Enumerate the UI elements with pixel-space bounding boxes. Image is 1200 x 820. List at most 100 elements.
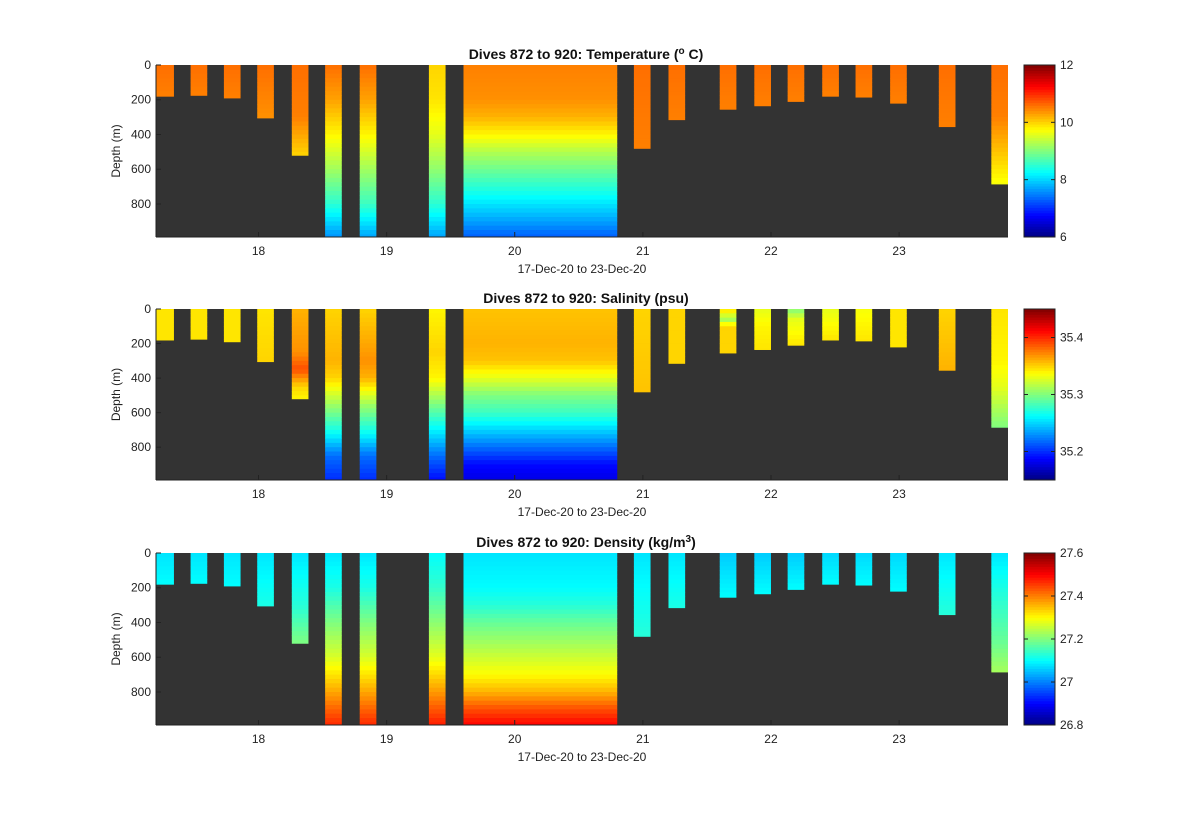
profile-cell xyxy=(463,156,618,161)
profile-cell xyxy=(359,429,377,435)
profile-cell xyxy=(291,317,309,323)
profile-cell xyxy=(463,553,618,558)
profile-cell xyxy=(938,321,956,327)
profile-cell xyxy=(291,112,309,118)
profile-column xyxy=(428,65,446,238)
profile-cell xyxy=(668,561,686,567)
y-axis-label: Depth (m) xyxy=(109,124,123,177)
colorbar: 35.2 35.3 35.4 xyxy=(1023,308,1084,481)
profile-cell xyxy=(359,613,377,619)
profile-column xyxy=(668,65,686,121)
profile-cell xyxy=(291,373,309,379)
colorbar-segment xyxy=(1024,625,1055,629)
profile-cell xyxy=(991,130,1008,135)
profile-cell xyxy=(463,82,618,88)
colorbar-segment xyxy=(1024,684,1055,688)
colorbar-segment xyxy=(1024,234,1055,238)
colorbar-segment xyxy=(1024,145,1055,149)
profile-column xyxy=(787,65,805,102)
profile-cell xyxy=(787,579,805,584)
profile-cell xyxy=(359,230,377,235)
profile-cell xyxy=(325,600,342,606)
profile-cell xyxy=(359,579,377,584)
profile-cell xyxy=(359,386,377,392)
profile-cell xyxy=(359,121,377,127)
profile-cell xyxy=(938,82,956,88)
profile-cell xyxy=(325,596,342,602)
profile-cell xyxy=(938,95,956,101)
profile-cell xyxy=(291,330,309,336)
profile-cell xyxy=(668,360,686,364)
profile-cell xyxy=(787,73,805,79)
colorbar-segment xyxy=(1024,142,1055,147)
profile-cell xyxy=(325,592,342,597)
colorbar-segment xyxy=(1024,655,1055,659)
profile-cell xyxy=(257,360,274,363)
profile-cell xyxy=(787,339,805,344)
profile-cell xyxy=(291,378,309,383)
profile-cell xyxy=(938,125,956,128)
colorbar-segment xyxy=(1024,132,1055,136)
profile-cell xyxy=(463,626,618,632)
profile-cell xyxy=(190,65,208,70)
colorbar-segment xyxy=(1024,327,1055,331)
x-tick-label: 20 xyxy=(508,487,522,501)
profile-cell xyxy=(325,317,342,323)
profile-cell xyxy=(463,412,618,418)
profile-cell xyxy=(325,626,342,632)
profile-cell xyxy=(291,583,309,589)
profile-cell xyxy=(359,330,377,336)
profile-cell xyxy=(325,164,342,170)
profile-cell xyxy=(428,95,446,101)
profile-cell xyxy=(633,609,651,615)
colorbar-segment xyxy=(1024,418,1055,422)
profile-cell xyxy=(822,65,839,70)
profile-cell xyxy=(428,421,446,426)
profile-column xyxy=(325,65,342,238)
profile-cell xyxy=(325,391,342,396)
x-axis-label: 17-Dec-20 to 23-Dec-20 xyxy=(518,262,647,276)
profile-cell xyxy=(428,670,446,676)
colorbar-segment xyxy=(1024,577,1055,581)
profile-cell xyxy=(991,112,1008,118)
profile-cell xyxy=(991,356,1008,362)
colorbar-segment xyxy=(1024,148,1055,152)
profile-cell xyxy=(463,147,618,153)
profile-cell xyxy=(156,579,174,584)
profile-cell xyxy=(428,356,446,362)
profile-cell xyxy=(156,339,174,341)
profile-cell xyxy=(291,618,309,623)
x-tick-label: 21 xyxy=(636,487,650,501)
profile-cell xyxy=(633,313,651,319)
profile-cell xyxy=(291,365,309,370)
profile-cell xyxy=(633,557,651,563)
profile-cell xyxy=(463,574,618,580)
colorbar-segment xyxy=(1024,407,1055,412)
profile-cell xyxy=(257,605,274,607)
profile-cell xyxy=(991,561,1008,567)
profile-cell xyxy=(359,95,377,101)
profile-cell xyxy=(325,421,342,426)
profile-cell xyxy=(325,234,342,238)
profile-cell xyxy=(463,221,618,227)
profile-cell xyxy=(428,592,446,597)
profile-cell xyxy=(428,334,446,340)
profile-cell xyxy=(359,343,377,349)
profile-cell xyxy=(325,434,342,439)
profile-cell xyxy=(428,343,446,349)
colorbar-segment xyxy=(1024,636,1055,640)
y-tick-label: 600 xyxy=(131,162,151,176)
profile-cell xyxy=(325,130,342,135)
profile-cell xyxy=(428,652,446,658)
profile-cell xyxy=(325,369,342,375)
profile-cell xyxy=(291,369,309,375)
profile-cell xyxy=(291,334,309,340)
profile-cell xyxy=(325,678,342,684)
profile-cell xyxy=(633,587,651,593)
profile-cell xyxy=(787,583,805,589)
profile-cell xyxy=(463,309,618,314)
profile-cell xyxy=(257,91,274,96)
colorbar-segment xyxy=(1024,410,1055,414)
profile-cell xyxy=(359,73,377,79)
profile-cell xyxy=(291,130,309,135)
